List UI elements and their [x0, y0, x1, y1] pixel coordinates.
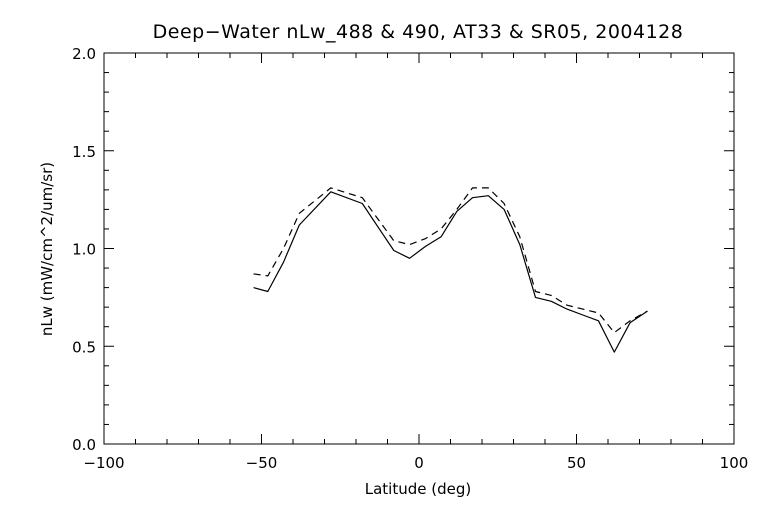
x-tick-label: 50 [567, 454, 586, 472]
series-layer [253, 187, 648, 353]
series-line-dashed [253, 187, 648, 334]
x-tick-label: −100 [83, 454, 124, 472]
series-line-solid [253, 191, 648, 353]
x-tick-label: 0 [414, 454, 424, 472]
x-tick-label: −50 [246, 454, 278, 472]
axis-ticks [103, 52, 735, 445]
x-axis-label: Latitude (deg) [365, 480, 471, 498]
x-tick-label: 100 [720, 454, 749, 472]
plot-frame [103, 52, 735, 445]
y-tick-label: 0.0 [72, 436, 96, 454]
chart-title: Deep−Water nLw_488 & 490, AT33 & SR05, 2… [153, 21, 684, 43]
y-tick-label: 2.0 [72, 45, 96, 63]
y-axis-label: nLw (mW/cm^2/um/sr) [38, 162, 56, 336]
axis-tick-labels: −100 −50 0 50 100 0.0 0.5 1.0 1.5 2.0 [72, 45, 748, 472]
y-tick-label: 1.5 [72, 143, 96, 161]
y-tick-label: 0.5 [72, 338, 96, 356]
y-tick-label: 1.0 [72, 241, 96, 259]
